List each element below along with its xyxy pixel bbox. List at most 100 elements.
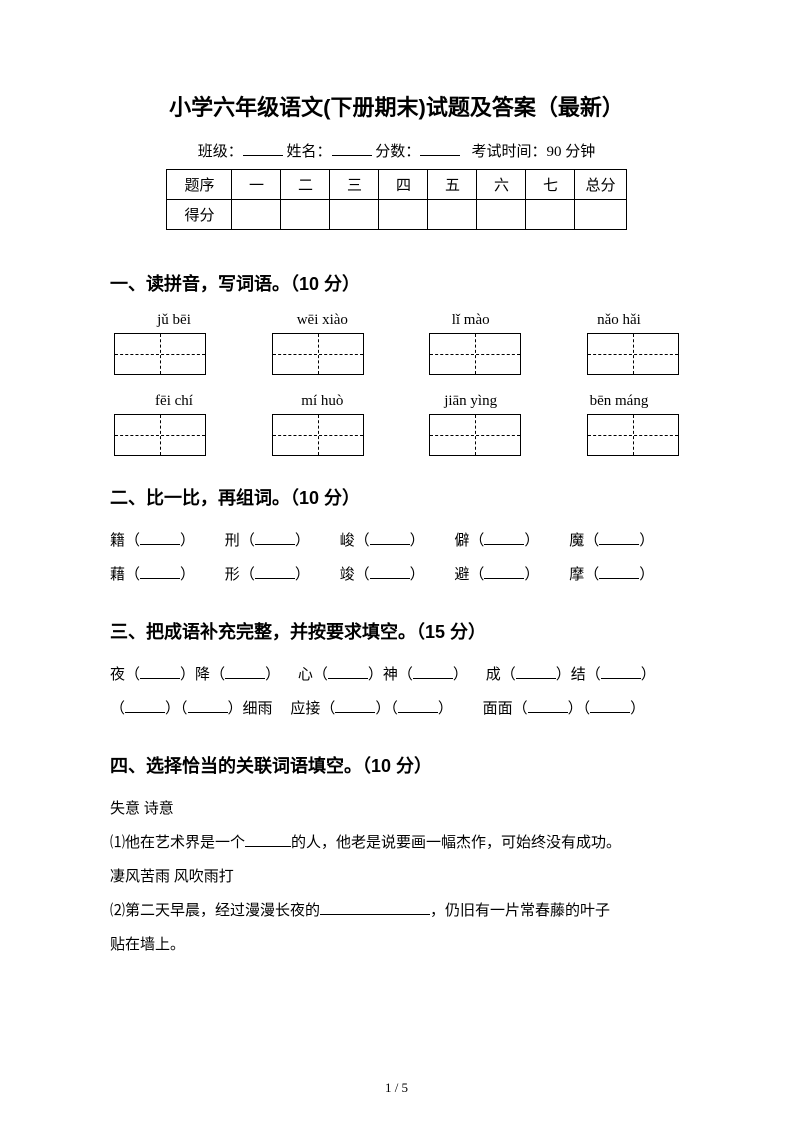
- char: 藉: [110, 567, 125, 583]
- section4-heading: 四、选择恰当的关联词语填空。（10 分）: [110, 752, 683, 778]
- txt: 神: [383, 667, 398, 683]
- char-write-box[interactable]: [429, 414, 521, 456]
- char-write-box[interactable]: [114, 414, 206, 456]
- char-write-box[interactable]: [272, 333, 364, 375]
- blank[interactable]: [601, 665, 641, 679]
- info-line: 班级： 姓名： 分数： 考试时间：90 分钟: [110, 140, 683, 161]
- pinyin: jǔ bēi: [114, 312, 234, 329]
- txt: 的人，他老是说要画一幅杰作，可始终没有成功。: [291, 835, 621, 851]
- txt: 成: [486, 667, 501, 683]
- score-cell[interactable]: [428, 200, 477, 230]
- name-blank[interactable]: [332, 141, 372, 156]
- class-blank[interactable]: [243, 141, 283, 156]
- charbox-row-2: [114, 414, 679, 456]
- page-title: 小学六年级语文(下册期末)试题及答案（最新）: [110, 90, 683, 122]
- class-label: 班级：: [198, 144, 243, 160]
- score-cell[interactable]: [575, 200, 626, 230]
- char-write-box[interactable]: [272, 414, 364, 456]
- blank[interactable]: [188, 699, 228, 713]
- txt: 降: [195, 667, 210, 683]
- txt: 应接: [290, 701, 320, 717]
- txt: ⑴他在艺术界是一个: [110, 835, 245, 851]
- char-write-box[interactable]: [587, 333, 679, 375]
- col-3: 三: [330, 170, 379, 200]
- blank[interactable]: [484, 531, 524, 545]
- pinyin: jiān yìng: [411, 393, 531, 410]
- blank[interactable]: [370, 531, 410, 545]
- char: 僻: [454, 533, 469, 549]
- txt: 夜: [110, 667, 125, 683]
- char-write-box[interactable]: [429, 333, 521, 375]
- blank[interactable]: [140, 665, 180, 679]
- blank[interactable]: [225, 665, 265, 679]
- blank[interactable]: [335, 699, 375, 713]
- score-cell[interactable]: [379, 200, 428, 230]
- blank[interactable]: [599, 565, 639, 579]
- col-7: 七: [526, 170, 575, 200]
- char: 刑: [225, 533, 240, 549]
- sec4-words1: 失意 诗意: [110, 794, 683, 824]
- blank[interactable]: [413, 665, 453, 679]
- col-1: 一: [232, 170, 281, 200]
- pinyin: fēi chí: [114, 393, 234, 410]
- blank[interactable]: [398, 699, 438, 713]
- blank[interactable]: [140, 565, 180, 579]
- pinyin: mí huò: [262, 393, 382, 410]
- blank[interactable]: [484, 565, 524, 579]
- char: 摩: [569, 567, 584, 583]
- blank[interactable]: [125, 699, 165, 713]
- section3-heading: 三、把成语补充完整，并按要求填空。（15 分）: [110, 618, 683, 644]
- char: 形: [225, 567, 240, 583]
- char-write-box[interactable]: [114, 333, 206, 375]
- score-cell[interactable]: [526, 200, 575, 230]
- time-label: 考试时间：90 分钟: [472, 144, 596, 160]
- score-cell[interactable]: [330, 200, 379, 230]
- sec3-row2: （）（）细雨 应接（）（） 面面（）（）: [110, 694, 683, 724]
- char-write-box[interactable]: [587, 414, 679, 456]
- blank[interactable]: [140, 531, 180, 545]
- score-cell[interactable]: [281, 200, 330, 230]
- txt: 面面: [483, 701, 513, 717]
- sec4-q1: ⑴他在艺术界是一个 的人，他老是说要画一幅杰作，可始终没有成功。: [110, 828, 683, 858]
- char: 籍: [110, 533, 125, 549]
- txt: 心: [298, 667, 313, 683]
- char: 峻: [340, 533, 355, 549]
- name-label: 姓名：: [286, 144, 331, 160]
- blank[interactable]: [590, 699, 630, 713]
- pinyin: wēi xiào: [262, 312, 382, 329]
- pinyin: nǎo hǎi: [559, 312, 679, 329]
- col-6: 六: [477, 170, 526, 200]
- blank[interactable]: [320, 901, 430, 915]
- txt: 细雨: [243, 701, 273, 717]
- txt: ，仍旧有一片常春藤的叶子: [430, 903, 610, 919]
- pinyin: bēn máng: [559, 393, 679, 410]
- blank[interactable]: [599, 531, 639, 545]
- pinyin-row-2: fēi chí mí huò jiān yìng bēn máng: [114, 393, 679, 410]
- charbox-row-1: [114, 333, 679, 375]
- sec4-q2: ⑵第二天早晨，经过漫漫长夜的 ，仍旧有一片常春藤的叶子: [110, 896, 683, 926]
- score-label: 分数：: [375, 144, 420, 160]
- blank[interactable]: [370, 565, 410, 579]
- txt: ⑵第二天早晨，经过漫漫长夜的: [110, 903, 320, 919]
- col-2: 二: [281, 170, 330, 200]
- score-blank[interactable]: [420, 141, 460, 156]
- sec2-row2: 藉（） 形（） 竣（） 避（） 摩（）: [110, 560, 683, 590]
- page-footer: 1 / 5: [0, 1080, 793, 1096]
- score-table: 题序 一 二 三 四 五 六 七 总分 得分: [166, 169, 626, 230]
- char: 竣: [340, 567, 355, 583]
- col-4: 四: [379, 170, 428, 200]
- col-5: 五: [428, 170, 477, 200]
- col-total: 总分: [575, 170, 626, 200]
- blank[interactable]: [516, 665, 556, 679]
- section2-heading: 二、比一比，再组词。（10 分）: [110, 484, 683, 510]
- blank[interactable]: [245, 833, 291, 847]
- blank[interactable]: [255, 565, 295, 579]
- blank[interactable]: [328, 665, 368, 679]
- section1-heading: 一、读拼音，写词语。（10 分）: [110, 270, 683, 296]
- blank[interactable]: [255, 531, 295, 545]
- score-cell[interactable]: [477, 200, 526, 230]
- row1-label: 题序: [167, 170, 232, 200]
- blank[interactable]: [528, 699, 568, 713]
- score-cell[interactable]: [232, 200, 281, 230]
- sec4-q2c: 贴在墙上。: [110, 930, 683, 960]
